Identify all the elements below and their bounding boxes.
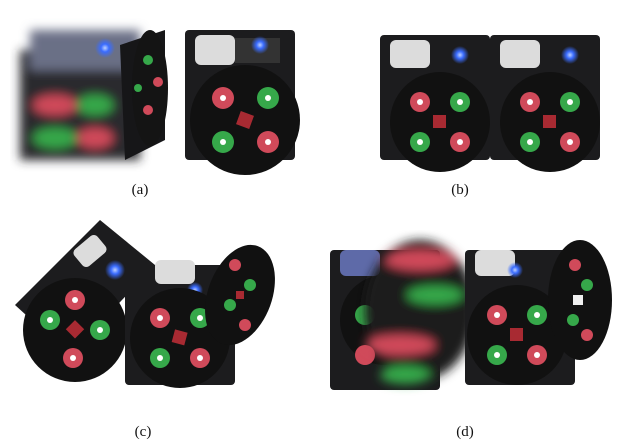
module-d-blurred-face — [365, 240, 475, 384]
caption-c: (c) — [134, 424, 152, 440]
module-a-side — [95, 30, 168, 160]
photo-b — [380, 35, 600, 172]
caption-b: (b) — [451, 182, 469, 198]
module-c-left — [15, 220, 155, 382]
photo-panel-a — [10, 10, 310, 175]
module-d-right — [465, 250, 575, 385]
photo-panel-b — [370, 10, 610, 175]
photo-panel-d — [325, 230, 615, 410]
photo-a — [20, 30, 300, 175]
photo-d — [330, 240, 612, 390]
photo-c — [15, 220, 275, 388]
photo-panel-c — [5, 210, 285, 405]
caption-d: (d) — [456, 424, 474, 440]
caption-a: (a) — [131, 182, 149, 198]
module-c-face-tilted — [205, 244, 275, 346]
module-b-left — [380, 35, 490, 172]
module-b-right — [490, 35, 600, 172]
module-a-right — [185, 30, 300, 175]
module-d-face-tilted — [548, 240, 612, 360]
